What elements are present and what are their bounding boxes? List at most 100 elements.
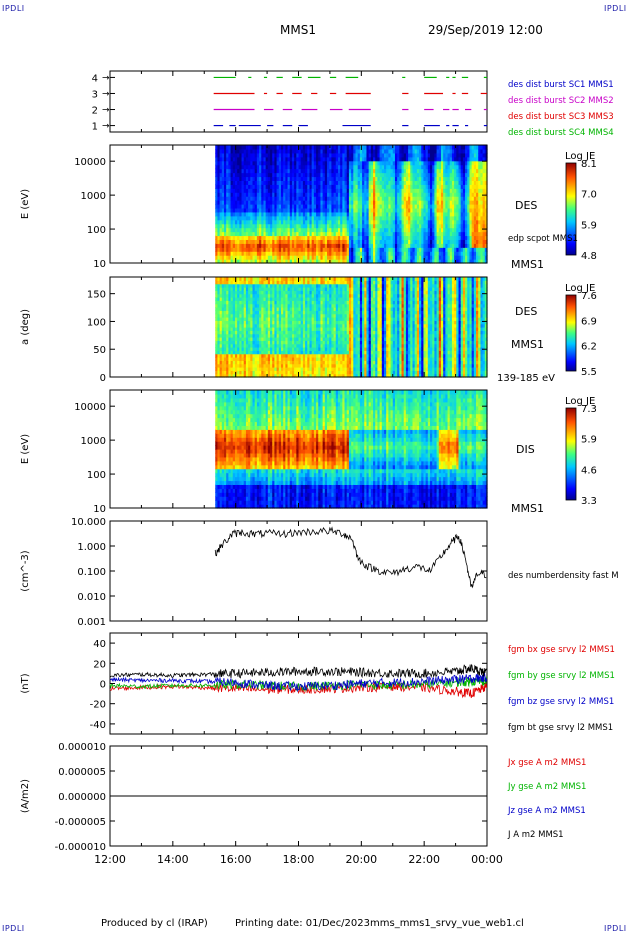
- heat-cell: [252, 160, 256, 166]
- heat-cell: [482, 188, 486, 193]
- heat-cell: [232, 231, 236, 237]
- heat-cell: [305, 148, 308, 154]
- heat-cell: [388, 184, 392, 189]
- heat-cell: [219, 239, 223, 244]
- heat-cell: [447, 164, 451, 170]
- heat-cell: [215, 367, 219, 371]
- heat-cell: [366, 172, 370, 178]
- heat-cell: [232, 156, 236, 162]
- heat-cell: [462, 251, 466, 256]
- heat-cell: [267, 350, 271, 355]
- heat-cell: [368, 188, 372, 193]
- heat-cell: [307, 207, 311, 213]
- heat-cell: [445, 188, 449, 193]
- heat-cell: [254, 353, 258, 358]
- heat-cell: [283, 327, 286, 331]
- heat-cell: [410, 176, 414, 181]
- heat-cell: [473, 215, 477, 221]
- heat-cell: [383, 243, 387, 248]
- heat-cell: [245, 251, 249, 256]
- heat-cell: [237, 235, 240, 240]
- heat-cell: [364, 180, 368, 185]
- heat-cell: [344, 235, 348, 240]
- heat-cell: [261, 172, 265, 178]
- heat-cell: [241, 287, 245, 291]
- heat-cell: [300, 200, 304, 205]
- heat-cell: [224, 357, 227, 361]
- heat-cell: [401, 219, 405, 225]
- heat-cell: [329, 184, 332, 189]
- heat-cell: [440, 227, 444, 233]
- heat-cell: [316, 148, 319, 154]
- heat-cell: [270, 188, 273, 193]
- heat-cell: [436, 172, 440, 178]
- heat-cell: [423, 145, 427, 150]
- heat-cell: [230, 172, 234, 178]
- heat-cell: [320, 247, 324, 252]
- heat-cell: [438, 168, 442, 174]
- heat-cell: [224, 313, 227, 318]
- heat-cell: [274, 347, 278, 351]
- heat-cell: [291, 363, 295, 368]
- heat-cell: [316, 172, 319, 178]
- heat-cell: [219, 164, 223, 170]
- heat-cell: [394, 247, 398, 252]
- heat-cell: [346, 188, 350, 193]
- heat-cell: [285, 283, 289, 288]
- heat-cell: [471, 145, 475, 150]
- heat-cell: [245, 347, 249, 351]
- heat-cell: [232, 192, 236, 197]
- heat-cell: [329, 168, 332, 174]
- heat-cell: [425, 204, 429, 209]
- heat-cell: [228, 353, 232, 358]
- heat-cell: [436, 231, 440, 237]
- heat-cell: [294, 370, 297, 375]
- heat-cell: [309, 251, 313, 256]
- heat-cell: [215, 337, 219, 341]
- heat-cell: [254, 196, 258, 201]
- heat-cell: [386, 160, 389, 166]
- heat-cell: [245, 303, 249, 308]
- heat-cell: [294, 320, 297, 325]
- heat-cell: [340, 235, 343, 240]
- heat-cell: [250, 317, 254, 321]
- heat-cell: [445, 251, 449, 256]
- heat-cell: [377, 188, 381, 193]
- heat-cell: [432, 148, 436, 154]
- heat-cell: [234, 353, 238, 358]
- heat-cell: [285, 280, 289, 285]
- heat-cell: [259, 360, 262, 365]
- heat-cell: [410, 207, 414, 213]
- heat-cell: [438, 231, 442, 237]
- heat-cell: [274, 363, 278, 368]
- heat-cell: [252, 231, 256, 237]
- heat-cell: [276, 152, 280, 158]
- heat-cell: [245, 231, 249, 237]
- heat-cell: [270, 370, 273, 375]
- heat-cell: [217, 211, 221, 217]
- heat-cell: [366, 180, 370, 185]
- heat-cell: [405, 223, 409, 229]
- heat-cell: [394, 211, 398, 217]
- heat-cell: [373, 231, 376, 237]
- heat-cell: [322, 259, 326, 264]
- heat-cell: [469, 259, 473, 264]
- heat-cell: [480, 164, 484, 170]
- heat-cell: [324, 148, 328, 154]
- heat-cell: [443, 152, 446, 158]
- heat-cell: [414, 160, 418, 166]
- heat-cell: [237, 363, 240, 368]
- heat-cell: [226, 145, 229, 150]
- heat-cell: [278, 188, 282, 193]
- heat-cell: [237, 333, 240, 338]
- heat-cell: [419, 219, 422, 225]
- heat-cell: [254, 188, 258, 193]
- heat-cell: [324, 184, 328, 189]
- heat-cell: [408, 211, 411, 217]
- heat-cell: [219, 148, 223, 154]
- heat-cell: [305, 160, 308, 166]
- heat-cell: [440, 251, 444, 256]
- heat-cell: [254, 148, 258, 154]
- heat-cell: [333, 211, 337, 217]
